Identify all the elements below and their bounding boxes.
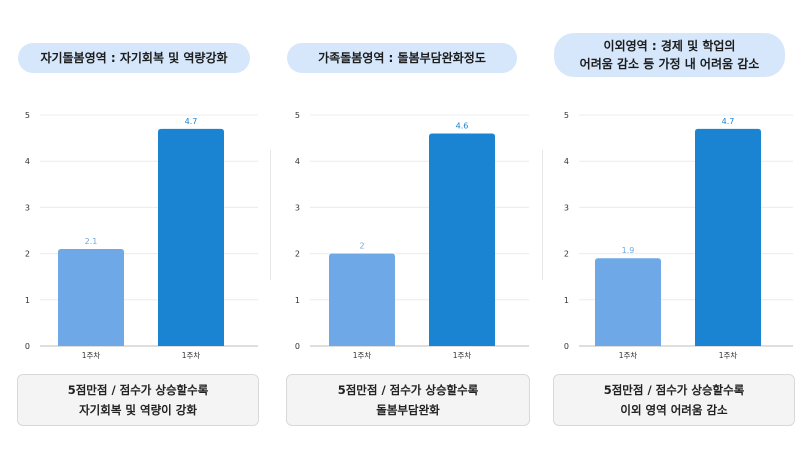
y-tick-label: 5 bbox=[295, 111, 300, 120]
panel-3-title-line-1: 이외영역 : 경제 및 학업의 bbox=[603, 39, 736, 53]
y-tick-label: 2 bbox=[25, 250, 30, 259]
y-tick-label: 0 bbox=[25, 342, 30, 351]
y-tick-label: 1 bbox=[25, 296, 30, 305]
y-tick-label: 3 bbox=[564, 203, 569, 212]
bar-chart-2: 0 1 2 3 4 5 2 1주차 4.6 1주차 bbox=[295, 111, 529, 360]
y-tick-label: 5 bbox=[25, 111, 30, 120]
data-label: 4.6 bbox=[456, 121, 469, 130]
panel-3-note: 5점만점 / 점수가 상승할수록 이외 영역 어려움 감소 bbox=[553, 374, 795, 426]
panel-3-title-line-2: 어려움 감소 등 가정 내 어려움 감소 bbox=[579, 57, 760, 71]
panel-1-note: 5점만점 / 점수가 상승할수록 자기회복 및 역량이 강화 bbox=[17, 374, 259, 426]
y-tick-label: 1 bbox=[295, 296, 300, 305]
panel-3-note-line-1: 5점만점 / 점수가 상승할수록 bbox=[603, 383, 745, 397]
x-tick-label: 1주차 bbox=[353, 351, 372, 360]
panel-2-note-line-2: 돌봄부담완화 bbox=[376, 403, 440, 417]
y-tick-label: 4 bbox=[295, 157, 300, 166]
y-tick-label: 0 bbox=[564, 342, 569, 351]
panel-divider-1 bbox=[270, 150, 271, 280]
panel-1-note-line-2: 자기회복 및 역량이 강화 bbox=[79, 403, 197, 417]
y-tick-label: 3 bbox=[295, 203, 300, 212]
y-tick-label: 3 bbox=[25, 203, 30, 212]
chart-panel-3: 이외영역 : 경제 및 학업의 어려움 감소 등 가정 내 어려움 감소 0 1 2… bbox=[543, 0, 800, 450]
panel-3-note-line-2: 이외 영역 어려움 감소 bbox=[620, 403, 728, 417]
x-tick-label: 1주차 bbox=[182, 351, 201, 360]
panel-1-title-line-1: 자기돌봄영역 : 자기회복 및 역량강화 bbox=[40, 51, 228, 65]
data-label: 2.1 bbox=[85, 237, 98, 246]
y-tick-label: 2 bbox=[564, 250, 569, 259]
bar bbox=[695, 128, 761, 346]
chart-panel-1: 자기돌봄영역 : 자기회복 및 역량강화 0 1 2 3 4 5 2.1 1주차 4.7 1주차 … bbox=[0, 0, 270, 450]
bar-chart-1: 0 1 2 3 4 5 2.1 1주차 4.7 1주차 bbox=[25, 111, 258, 360]
panel-1-note-line-1: 5점만점 / 점수가 상승할수록 bbox=[67, 383, 209, 397]
y-tick-label: 4 bbox=[25, 157, 30, 166]
bar bbox=[595, 258, 661, 346]
x-tick-label: 1주차 bbox=[619, 351, 638, 360]
bar-chart-3: 0 1 2 3 4 5 1.9 1주차 4.7 1주차 bbox=[564, 111, 793, 360]
chart-panel-2: 가족돌봄영역 : 돌봄부담완화정도 0 1 2 3 4 5 2 1주차 4.6 1주차 5점만점 … bbox=[271, 0, 542, 450]
bar bbox=[58, 248, 124, 346]
y-tick-label: 4 bbox=[564, 157, 569, 166]
y-tick-label: 1 bbox=[564, 296, 569, 305]
data-label: 4.7 bbox=[185, 117, 198, 126]
panel-2-title: 가족돌봄영역 : 돌봄부담완화정도 bbox=[287, 43, 517, 73]
y-tick-label: 5 bbox=[564, 111, 569, 120]
panel-2-note: 5점만점 / 점수가 상승할수록 돌봄부담완화 bbox=[286, 374, 530, 426]
bar bbox=[429, 133, 495, 346]
y-tick-label: 0 bbox=[295, 342, 300, 351]
data-label: 2 bbox=[359, 242, 364, 251]
panel-2-note-line-1: 5점만점 / 점수가 상승할수록 bbox=[337, 383, 479, 397]
x-tick-label: 1주차 bbox=[82, 351, 101, 360]
y-tick-label: 2 bbox=[295, 250, 300, 259]
panel-3-title: 이외영역 : 경제 및 학업의 어려움 감소 등 가정 내 어려움 감소 bbox=[554, 33, 785, 77]
panel-2-title-line-1: 가족돌봄영역 : 돌봄부담완화정도 bbox=[318, 51, 486, 65]
x-tick-label: 1주차 bbox=[719, 351, 738, 360]
panel-1-title: 자기돌봄영역 : 자기회복 및 역량강화 bbox=[18, 43, 250, 73]
x-tick-label: 1주차 bbox=[453, 351, 472, 360]
panel-divider-2 bbox=[542, 150, 543, 280]
data-label: 4.7 bbox=[722, 117, 735, 126]
data-label: 1.9 bbox=[622, 246, 635, 255]
bar bbox=[329, 253, 395, 346]
bar bbox=[158, 128, 224, 346]
